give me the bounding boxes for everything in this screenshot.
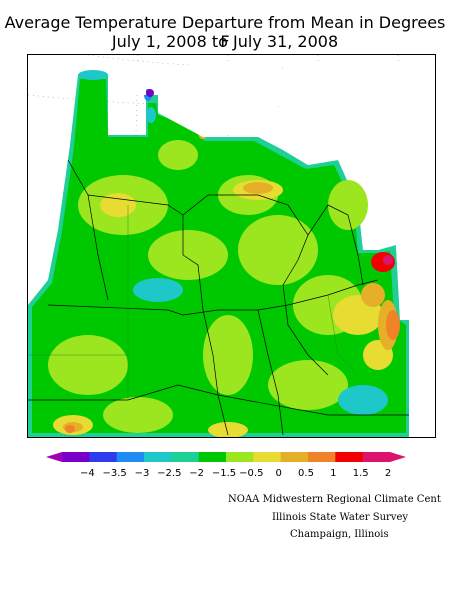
legend-tick-label: −1.5	[212, 468, 236, 479]
legend-swatch	[362, 452, 391, 462]
legend-swatch	[144, 452, 172, 462]
lake-areas	[108, 65, 435, 437]
map-title: Average Temperature Departure from Mean …	[4, 13, 446, 51]
temperature-departure-map	[27, 54, 436, 438]
legend-swatch	[171, 452, 200, 462]
legend-swatch	[89, 452, 118, 462]
legend-swatch	[253, 452, 282, 462]
legend-tick-label: −2.5	[157, 468, 181, 479]
legend-high-arrow	[390, 452, 406, 462]
map-subtitle-dates: July 1, 2008 to July 31, 2008	[111, 32, 339, 51]
legend-tick-label: 1.5	[353, 468, 369, 479]
color-legend: −4 −3.5 −3 −2.5 −2 −1.5 −0.5 0 0.5 1 1.5 2	[46, 452, 406, 480]
legend-tick-label: 2	[385, 468, 391, 479]
legend-swatch	[226, 452, 254, 462]
legend-tick-label: −4	[80, 468, 95, 479]
legend-tick-label: −3	[135, 468, 150, 479]
legend-swatch	[335, 452, 364, 462]
map-svg	[28, 55, 435, 437]
legend-svg: −4 −3.5 −3 −2.5 −2 −1.5 −0.5 0 0.5 1 1.5 2	[46, 452, 406, 479]
legend-tick-label: −2	[189, 468, 204, 479]
zone-minus-two-half	[78, 70, 388, 415]
zone-minus-four	[146, 89, 154, 97]
subdivision-lines	[28, 205, 359, 400]
credit-location: Champaign, Illinois	[290, 529, 389, 540]
legend-tick-label: −3.5	[103, 468, 127, 479]
legend-swatch	[280, 452, 309, 462]
legend-swatch	[62, 452, 90, 462]
legend-swatch	[116, 452, 145, 462]
credit-noaa: NOAA Midwestern Regional Climate Cent	[228, 494, 441, 505]
legend-tick-label: 1	[330, 468, 336, 479]
zone-two	[383, 255, 393, 265]
legend-low-arrow	[46, 452, 62, 462]
zone-one	[65, 310, 400, 433]
legend-tick-label: −0.5	[239, 468, 263, 479]
legend-tick-label: 0	[275, 468, 281, 479]
legend-tick-label: 0.5	[298, 468, 314, 479]
legend-swatch	[308, 452, 336, 462]
credit-isws: Illinois State Water Survey	[272, 512, 409, 523]
legend-swatch	[198, 452, 227, 462]
state-boundaries	[28, 159, 409, 436]
